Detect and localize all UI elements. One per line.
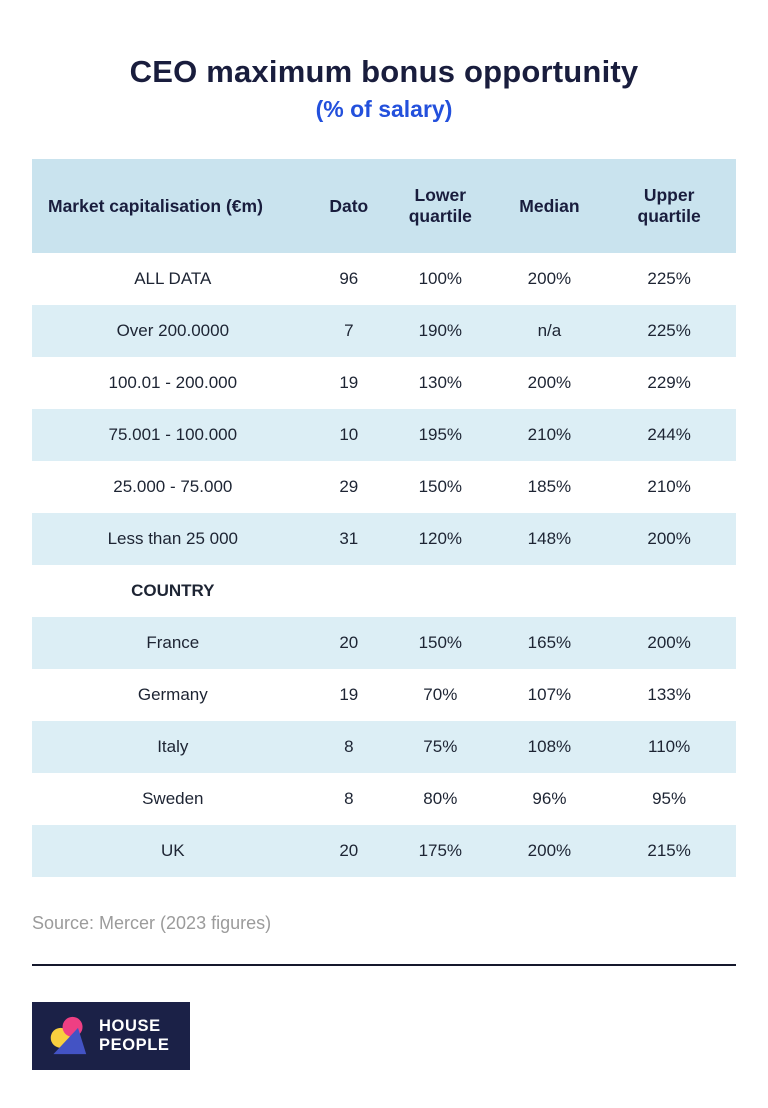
table-cell: 215% <box>602 825 736 877</box>
table-row: Over 200.0000 7 190% n/a 225% <box>32 305 736 357</box>
table-cell: Sweden <box>32 773 314 825</box>
table-cell: 108% <box>496 721 603 773</box>
table-cell: 20 <box>313 617 384 669</box>
table-cell: Less than 25 000 <box>32 513 314 565</box>
table-row: 75.001 - 100.000 10 195% 210% 244% <box>32 409 736 461</box>
table-cell: 200% <box>496 253 603 305</box>
table-body: ALL DATA 96 100% 200% 225% Over 200.0000 7 190%… <box>32 253 736 877</box>
table-cell: 210% <box>496 409 603 461</box>
table-cell: 25.000 - 75.000 <box>32 461 314 513</box>
table-cell: 175% <box>384 825 497 877</box>
table-cell: 70% <box>384 669 497 721</box>
table-cell: ALL DATA <box>32 253 314 305</box>
table-cell: 165% <box>496 617 603 669</box>
table-cell: 210% <box>602 461 736 513</box>
column-header-dato: Dato <box>313 159 384 253</box>
table-cell: 148% <box>496 513 603 565</box>
table-cell: 100% <box>384 253 497 305</box>
bonus-table: Market capitalisation (€m) Dato Lower qu… <box>32 159 736 877</box>
table-cell: 110% <box>602 721 736 773</box>
table-cell: 7 <box>313 305 384 357</box>
table-cell: Italy <box>32 721 314 773</box>
table-cell: 96% <box>496 773 603 825</box>
table-row: Sweden 8 80% 96% 95% <box>32 773 736 825</box>
column-header-lower-quartile: Lower quartile <box>384 159 497 253</box>
table-cell: 75% <box>384 721 497 773</box>
table-row: UK 20 175% 200% 215% <box>32 825 736 877</box>
table-cell: 8 <box>313 721 384 773</box>
table-cell: 185% <box>496 461 603 513</box>
table-cell: 200% <box>496 825 603 877</box>
table-row: Germany 19 70% 107% 133% <box>32 669 736 721</box>
header-row: Market capitalisation (€m) Dato Lower qu… <box>32 159 736 253</box>
table-cell: 8 <box>313 773 384 825</box>
source-note: Source: Mercer (2023 figures) <box>32 913 272 933</box>
table-cell: 107% <box>496 669 603 721</box>
table-cell: 200% <box>602 617 736 669</box>
table-cell <box>384 565 497 617</box>
table-cell: 19 <box>313 669 384 721</box>
table-cell: Germany <box>32 669 314 721</box>
table-header: Market capitalisation (€m) Dato Lower qu… <box>32 159 736 253</box>
table-cell: 200% <box>496 357 603 409</box>
table-row: Less than 25 000 31 120% 148% 200% <box>32 513 736 565</box>
logo-mark-icon <box>50 1016 87 1055</box>
logo-line1: HOUSE <box>99 1017 161 1035</box>
divider <box>32 964 736 966</box>
table-cell <box>496 565 603 617</box>
table-cell: 190% <box>384 305 497 357</box>
table-cell <box>313 565 384 617</box>
table-row: Italy 8 75% 108% 110% <box>32 721 736 773</box>
table-row: 100.01 - 200.000 19 130% 200% 229% <box>32 357 736 409</box>
table-cell: UK <box>32 825 314 877</box>
table-cell: 100.01 - 200.000 <box>32 357 314 409</box>
table-row: ALL DATA 96 100% 200% 225% <box>32 253 736 305</box>
table-cell: 225% <box>602 253 736 305</box>
table-cell: COUNTRY <box>32 565 314 617</box>
table-cell: 95% <box>602 773 736 825</box>
table-cell: 130% <box>384 357 497 409</box>
table-cell: 19 <box>313 357 384 409</box>
table-cell: 150% <box>384 617 497 669</box>
table-cell <box>602 565 736 617</box>
house-people-logo: HOUSE PEOPLE <box>32 1002 190 1070</box>
logo-text: HOUSE PEOPLE <box>99 1017 170 1055</box>
table-cell: France <box>32 617 314 669</box>
table-cell: 120% <box>384 513 497 565</box>
column-header-median: Median <box>496 159 603 253</box>
column-header-upper-quartile: Upper quartile <box>602 159 736 253</box>
table-cell: 96 <box>313 253 384 305</box>
table-cell: 31 <box>313 513 384 565</box>
table-cell: 150% <box>384 461 497 513</box>
table-row: France 20 150% 165% 200% <box>32 617 736 669</box>
table-cell: 195% <box>384 409 497 461</box>
table-cell: 10 <box>313 409 384 461</box>
table-cell: 200% <box>602 513 736 565</box>
table-cell: 229% <box>602 357 736 409</box>
table-cell: Over 200.0000 <box>32 305 314 357</box>
table-cell: 244% <box>602 409 736 461</box>
page-subtitle: (% of salary) <box>315 96 453 122</box>
table-cell: 75.001 - 100.000 <box>32 409 314 461</box>
table-cell: 80% <box>384 773 497 825</box>
page-title: CEO maximum bonus opportunity <box>129 54 639 89</box>
table-section-row: COUNTRY <box>32 565 736 617</box>
table-cell: 20 <box>313 825 384 877</box>
table-cell: 133% <box>602 669 736 721</box>
table-cell: n/a <box>496 305 603 357</box>
table-cell: 225% <box>602 305 736 357</box>
column-header-market-capitalisation: Market capitalisation (€m) <box>32 159 314 253</box>
table-row: 25.000 - 75.000 29 150% 185% 210% <box>32 461 736 513</box>
logo-line2: PEOPLE <box>99 1036 170 1054</box>
table-cell: 29 <box>313 461 384 513</box>
